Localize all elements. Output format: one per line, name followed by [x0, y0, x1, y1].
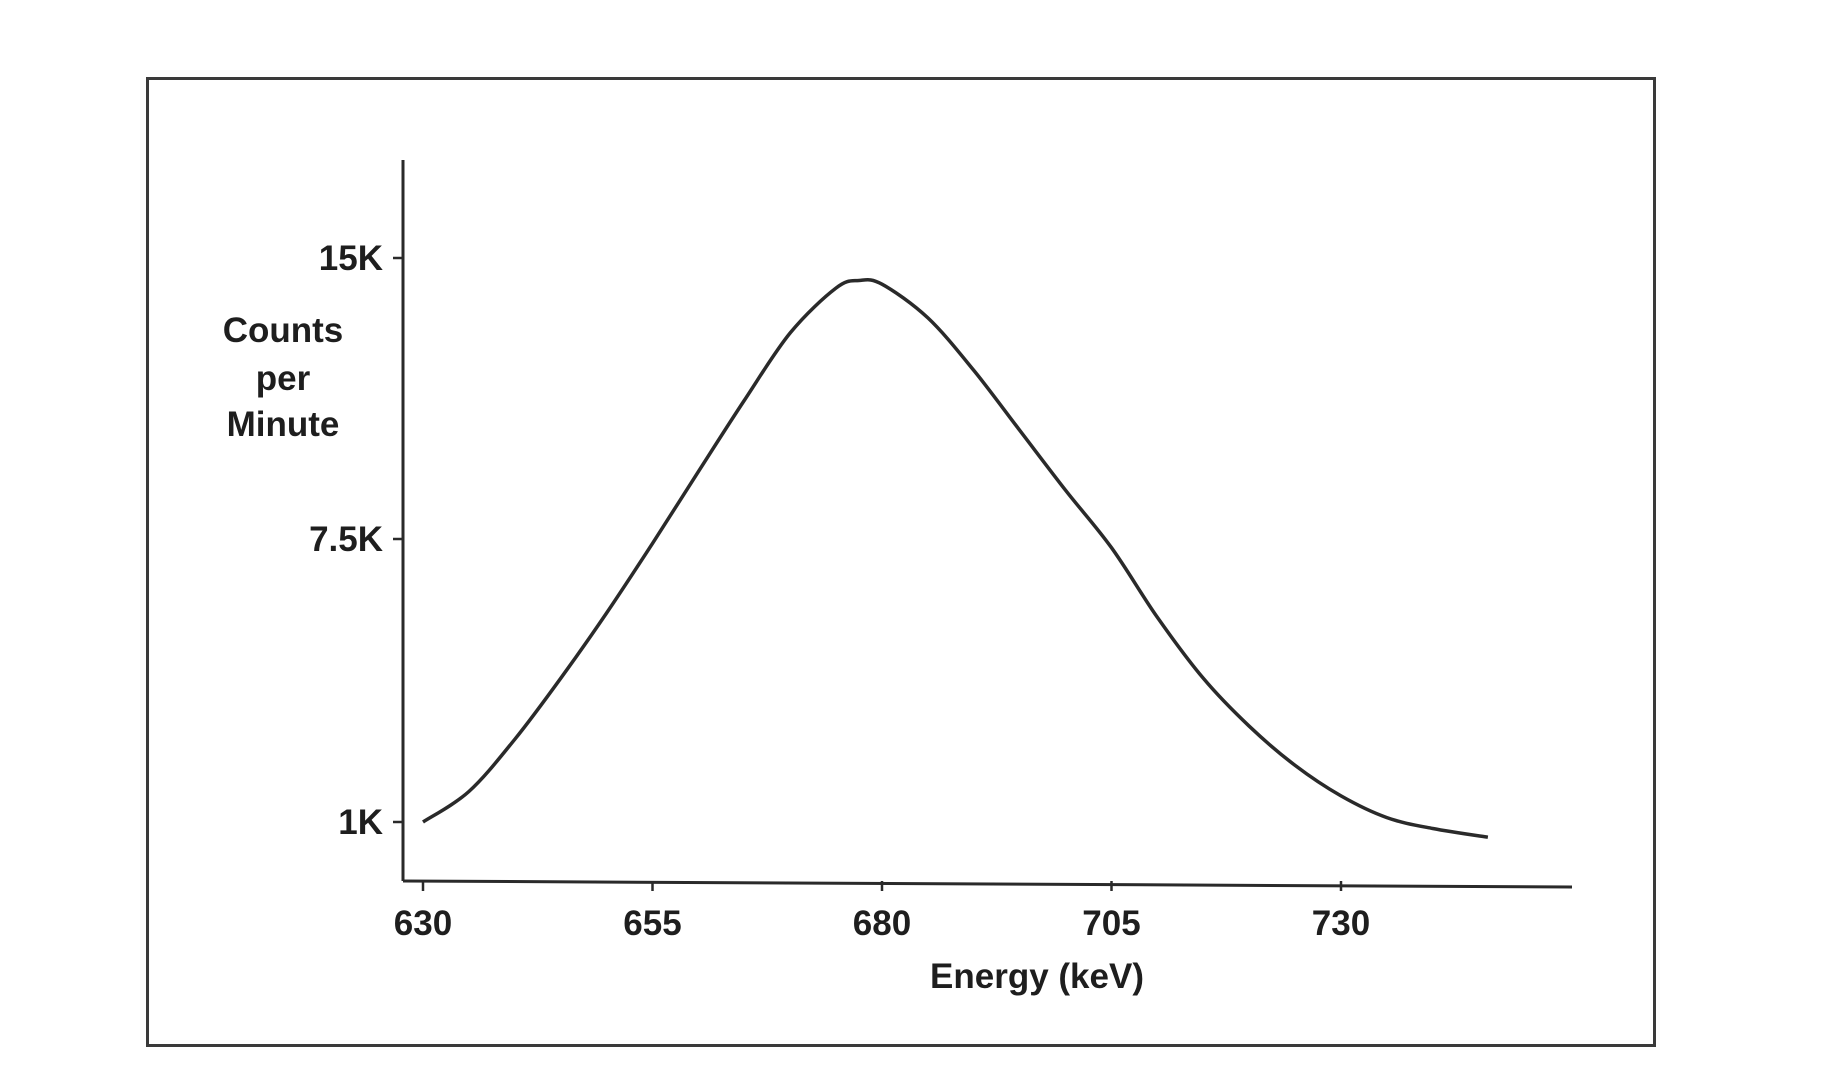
x-axis-line: [402, 879, 1573, 889]
y-tick-label: 1K: [338, 803, 383, 842]
spectrum-curve: [422, 278, 1489, 839]
x-tick-label: 680: [853, 904, 911, 943]
x-tick-label: 630: [394, 904, 452, 943]
y-axis-title-line: Counts: [223, 311, 344, 350]
labels: 630 655 680 705 730 1K 7.5K 15K Energy (keV) Coun…: [223, 239, 1370, 996]
y-axis-title-line: per: [256, 359, 311, 398]
energy-spectrum-chart: 630 655 680 705 730 1K 7.5K 15K Energy (keV) Coun…: [223, 160, 1573, 996]
x-tick-label: 730: [1312, 904, 1370, 943]
axes: [401, 160, 1573, 889]
x-tick-label: 705: [1082, 904, 1140, 943]
x-axis-title: Energy (keV): [930, 957, 1144, 996]
ticks: [393, 256, 1343, 891]
y-axis-title-line: Minute: [227, 405, 340, 444]
x-tick-label: 655: [623, 904, 681, 943]
chart-frame: 630 655 680 705 730 1K 7.5K 15K Energy (keV) Coun…: [146, 77, 1656, 1047]
y-tick-label: 7.5K: [309, 520, 383, 559]
y-tick-label: 15K: [319, 239, 383, 278]
